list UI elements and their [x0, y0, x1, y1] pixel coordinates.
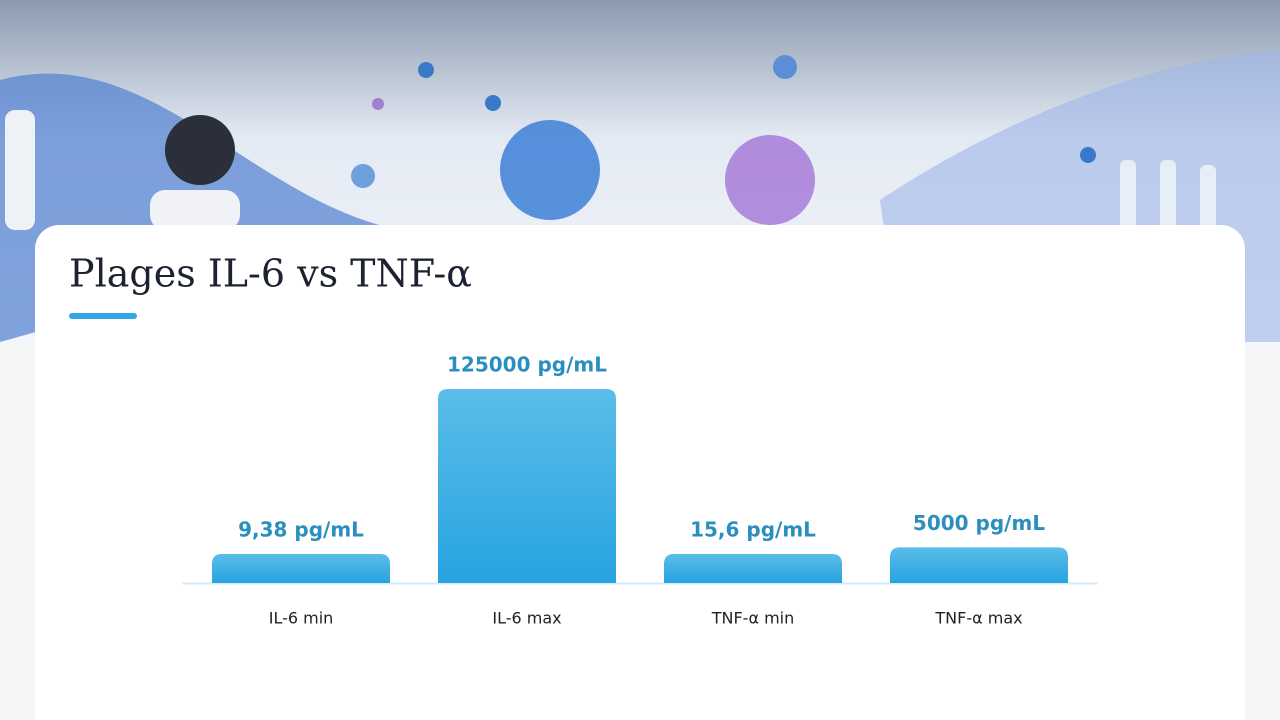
- bar: [438, 389, 616, 583]
- chart-title: Plages IL-6 vs TNF-α: [69, 252, 472, 296]
- x-tick-label: IL-6 min: [269, 609, 334, 628]
- value-label: 5000 pg/mL: [913, 511, 1045, 535]
- x-tick-label: IL-6 max: [492, 609, 561, 628]
- card: [35, 225, 1245, 720]
- x-tick-label: TNF-α min: [711, 609, 795, 628]
- x-tick-label: TNF-α max: [934, 609, 1022, 628]
- value-label: 125000 pg/mL: [447, 353, 607, 377]
- bar: [890, 547, 1068, 583]
- bar: [664, 553, 842, 583]
- value-label: 15,6 pg/mL: [690, 517, 816, 541]
- banner-molecules: [5, 55, 1216, 230]
- bar: [212, 553, 390, 583]
- value-label: 9,38 pg/mL: [238, 517, 364, 541]
- title-underline: [69, 313, 137, 319]
